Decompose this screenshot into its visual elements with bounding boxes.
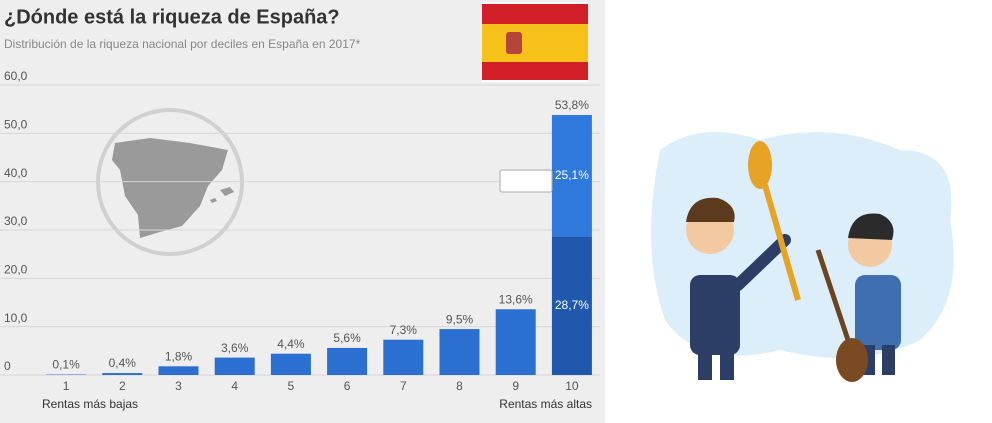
bar — [439, 329, 480, 375]
x-tick-label: 1 — [63, 379, 70, 393]
bar — [495, 309, 536, 375]
bar — [270, 353, 311, 375]
spain-flag — [482, 2, 588, 82]
y-tick-label: 10,0 — [4, 311, 28, 325]
x-tick-label: 9 — [512, 379, 519, 393]
x-tick-label: 4 — [231, 379, 238, 393]
x-tick-label: 10 — [565, 379, 579, 393]
bar — [327, 347, 368, 375]
top-label-box — [499, 169, 553, 193]
bar — [214, 357, 255, 375]
y-tick-label: 50,0 — [4, 118, 28, 132]
value-label: 13,6% — [499, 292, 533, 306]
value-label: 28,7% — [555, 298, 589, 312]
x-low-label: Rentas más bajas — [42, 397, 138, 411]
x-tick-label: 7 — [400, 379, 407, 393]
x-tick-label: 8 — [456, 379, 463, 393]
bar — [551, 114, 592, 237]
chart-subtitle: Distribución de la riqueza nacional por … — [4, 37, 361, 51]
value-label: 4,4% — [277, 337, 305, 351]
total-label: 53,8% — [555, 98, 589, 112]
value-label: 7,3% — [390, 323, 418, 337]
value-label: 1,8% — [165, 349, 193, 363]
value-label: 9,5% — [446, 312, 474, 326]
value-label: 0,1% — [52, 358, 80, 372]
bar — [383, 339, 424, 375]
plot: 0 10,0 20,0 30,0 40,0 50,0 60,0 1 0,1% 2 0,4% 3 1,8%… — [0, 69, 600, 411]
y-tick-label: 20,0 — [4, 263, 28, 277]
chart-title: ¿Dónde está la riqueza de España? — [4, 6, 340, 28]
bar — [102, 373, 143, 375]
illustration — [651, 132, 954, 382]
x-high-label: Rentas más altas — [499, 397, 592, 411]
value-label: 3,6% — [221, 341, 249, 355]
y-tick-label: 30,0 — [4, 214, 28, 228]
x-tick-label: 6 — [344, 379, 351, 393]
bar — [551, 236, 592, 375]
x-tick-label: 3 — [175, 379, 182, 393]
value-label: 5,6% — [333, 331, 361, 345]
value-label: 0,4% — [109, 356, 137, 370]
x-tick-label: 5 — [288, 379, 295, 393]
y-tick-label: 0 — [4, 359, 11, 373]
x-tick-label: 2 — [119, 379, 126, 393]
y-tick-label: 40,0 — [4, 166, 28, 180]
bar — [158, 366, 199, 375]
y-tick-label: 60,0 — [4, 69, 28, 83]
value-label: 25,1% — [555, 168, 589, 182]
